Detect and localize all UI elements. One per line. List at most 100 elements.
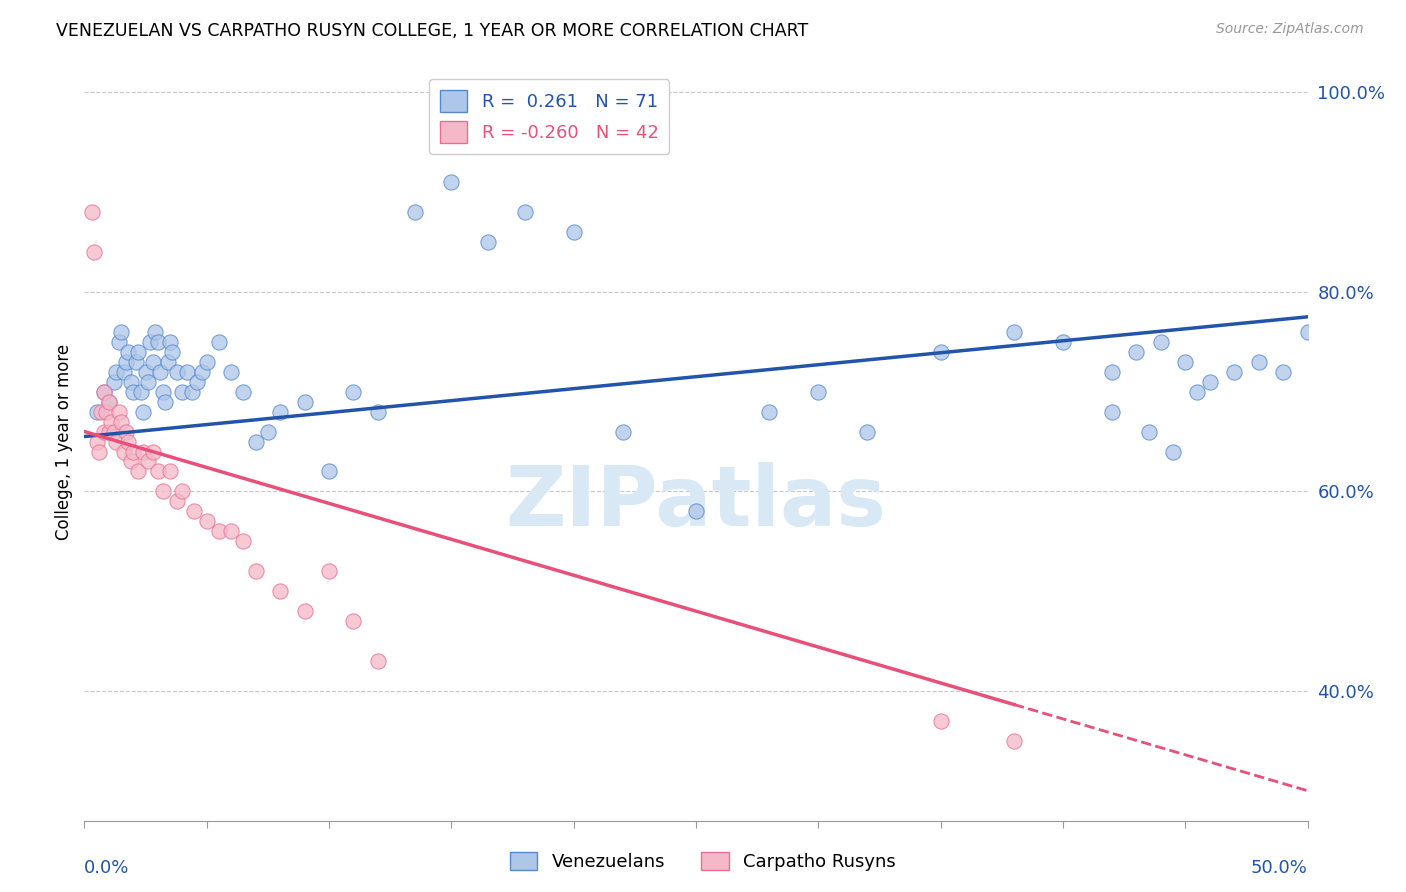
Point <box>367 404 389 418</box>
Point <box>90 404 112 418</box>
Point <box>807 384 830 399</box>
Point <box>132 404 155 418</box>
Point <box>1198 375 1220 389</box>
Point <box>97 425 120 439</box>
Point <box>195 355 218 369</box>
Point <box>208 524 231 539</box>
Point <box>342 384 364 399</box>
Point <box>294 604 316 618</box>
Point <box>159 334 181 349</box>
Point <box>103 425 125 439</box>
Text: 0.0%: 0.0% <box>84 858 129 877</box>
Point <box>86 404 108 418</box>
Point <box>1247 355 1270 369</box>
Point <box>146 465 169 479</box>
Point <box>125 355 148 369</box>
Point <box>685 504 707 518</box>
Legend: R =  0.261   N = 71, R = -0.260   N = 42: R = 0.261 N = 71, R = -0.260 N = 42 <box>429 79 669 153</box>
Point <box>127 465 149 479</box>
Point <box>105 365 128 379</box>
Point <box>142 355 165 369</box>
Point <box>110 415 132 429</box>
Point <box>153 394 176 409</box>
Point <box>100 415 122 429</box>
Point <box>929 344 952 359</box>
Point <box>1223 365 1246 379</box>
Point <box>107 404 129 418</box>
Point <box>115 425 138 439</box>
Point <box>1101 365 1123 379</box>
Point <box>132 444 155 458</box>
Point <box>127 344 149 359</box>
Point <box>186 375 208 389</box>
Point <box>219 524 242 539</box>
Point <box>1137 425 1160 439</box>
Point <box>93 425 115 439</box>
Point <box>135 365 157 379</box>
Point <box>257 425 280 439</box>
Point <box>318 465 340 479</box>
Point <box>318 564 340 578</box>
Point <box>103 375 125 389</box>
Point <box>122 444 145 458</box>
Point <box>219 365 242 379</box>
Point <box>120 454 142 468</box>
Point <box>269 404 291 418</box>
Text: ZIPatlas: ZIPatlas <box>506 462 886 542</box>
Point <box>191 365 214 379</box>
Point <box>80 205 103 219</box>
Text: VENEZUELAN VS CARPATHO RUSYN COLLEGE, 1 YEAR OR MORE CORRELATION CHART: VENEZUELAN VS CARPATHO RUSYN COLLEGE, 1 … <box>56 22 808 40</box>
Point <box>245 564 267 578</box>
Point <box>367 654 389 668</box>
Point <box>159 465 181 479</box>
Point <box>86 434 108 449</box>
Point <box>139 334 162 349</box>
Point <box>1125 344 1147 359</box>
Point <box>1150 334 1173 349</box>
Point <box>149 365 172 379</box>
Point <box>294 394 316 409</box>
Point <box>245 434 267 449</box>
Point <box>117 344 139 359</box>
Point <box>1296 325 1319 339</box>
Point <box>93 384 115 399</box>
Point <box>232 534 254 549</box>
Point <box>181 384 204 399</box>
Point <box>172 484 194 499</box>
Point <box>1002 325 1025 339</box>
Point <box>195 514 218 528</box>
Point <box>93 384 115 399</box>
Point <box>117 434 139 449</box>
Point <box>110 325 132 339</box>
Point <box>156 355 179 369</box>
Point <box>513 205 536 219</box>
Point <box>269 584 291 599</box>
Text: Source: ZipAtlas.com: Source: ZipAtlas.com <box>1216 22 1364 37</box>
Point <box>166 365 188 379</box>
Point <box>152 484 174 499</box>
Point <box>146 334 169 349</box>
Point <box>166 494 188 508</box>
Point <box>477 235 499 249</box>
Legend: Venezuelans, Carpatho Rusyns: Venezuelans, Carpatho Rusyns <box>503 845 903 879</box>
Point <box>1161 444 1184 458</box>
Point <box>612 425 634 439</box>
Point <box>758 404 780 418</box>
Point <box>112 444 135 458</box>
Point <box>1052 334 1074 349</box>
Point <box>404 205 426 219</box>
Point <box>562 225 585 239</box>
Point <box>129 384 152 399</box>
Point <box>105 434 128 449</box>
Point <box>440 175 463 189</box>
Point <box>112 365 135 379</box>
Y-axis label: College, 1 year or more: College, 1 year or more <box>55 343 73 540</box>
Point <box>120 375 142 389</box>
Point <box>1187 384 1209 399</box>
Point <box>1174 355 1197 369</box>
Point <box>1101 404 1123 418</box>
Point <box>96 404 118 418</box>
Point <box>183 504 205 518</box>
Point <box>1272 365 1295 379</box>
Text: 50.0%: 50.0% <box>1251 858 1308 877</box>
